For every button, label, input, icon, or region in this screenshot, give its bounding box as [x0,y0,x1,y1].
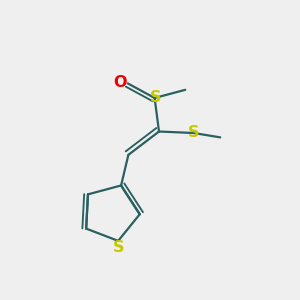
Text: O: O [114,75,127,90]
Text: S: S [113,240,125,255]
Text: S: S [188,125,200,140]
Text: S: S [149,90,161,105]
